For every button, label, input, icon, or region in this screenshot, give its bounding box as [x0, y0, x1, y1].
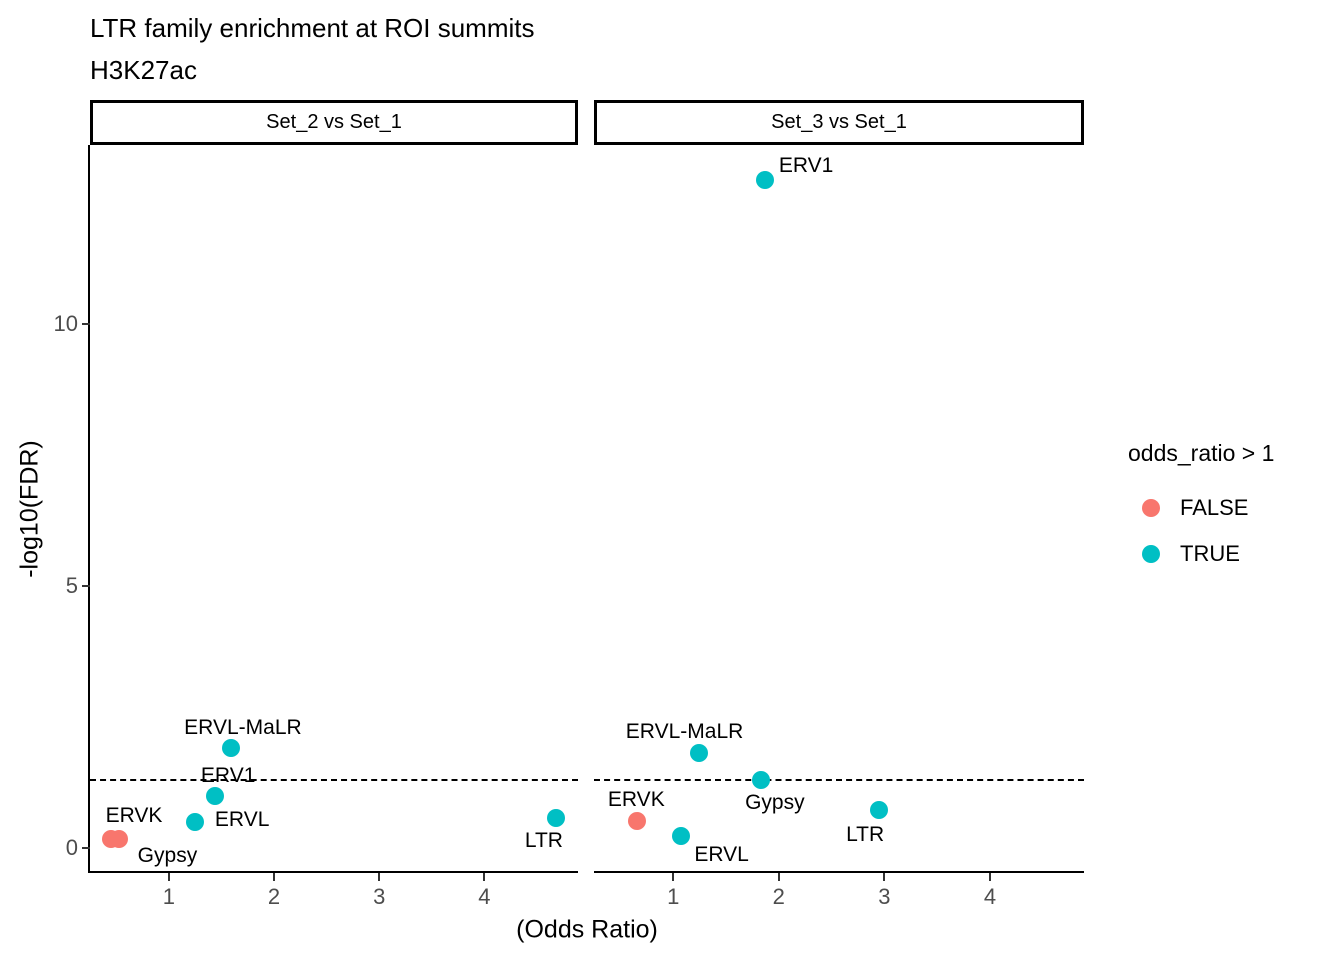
plot-subtitle: H3K27ac: [90, 55, 197, 85]
legend-item-label: FALSE: [1180, 495, 1249, 520]
facet-strip: Set_3 vs Set_1: [594, 100, 1084, 145]
x-tick-label: 1: [667, 884, 680, 909]
data-point: [206, 787, 225, 806]
facet-strip: Set_2 vs Set_1: [90, 100, 578, 145]
data-point: [689, 744, 708, 763]
x-tick-label: 2: [267, 884, 281, 909]
x-tick: [378, 873, 381, 881]
x-tick-label: 4: [478, 884, 491, 909]
data-point-label: ERVL-MaLR: [184, 715, 302, 739]
facet-strip-label: Set_3 vs Set_1: [771, 111, 907, 133]
data-point: [870, 800, 889, 819]
data-point-label: Gypsy: [745, 790, 805, 814]
facet-strip-label: Set_2 vs Set_1: [266, 111, 402, 133]
x-tick: [989, 873, 991, 881]
y-tick: [82, 323, 90, 326]
data-point-label: ERV1: [200, 764, 256, 788]
y-tick-label: 10: [53, 311, 78, 337]
data-point: [756, 171, 775, 190]
y-tick: [82, 585, 90, 588]
data-point-label: ERVK: [105, 804, 163, 828]
significance-threshold-line: [90, 778, 578, 781]
x-tick-label: 2: [772, 884, 785, 909]
x-axis-line: [90, 871, 578, 873]
legend-title: odds_ratio > 1: [1128, 440, 1275, 466]
x-tick: [167, 873, 170, 881]
x-tick-label: 3: [878, 884, 891, 909]
x-tick-label: 1: [162, 884, 175, 909]
legend-swatch-icon: [1142, 545, 1160, 563]
data-point-label: ERVK: [607, 787, 665, 811]
x-tick: [672, 873, 675, 881]
x-tick: [273, 873, 276, 881]
data-point-label: LTR: [524, 829, 563, 853]
data-point: [671, 826, 690, 845]
data-point: [221, 738, 240, 757]
x-tick: [777, 873, 780, 881]
y-tick: [82, 846, 90, 849]
legend: odds_ratio > 1 FALSE TRUE: [1120, 440, 1344, 577]
x-tick: [483, 873, 486, 881]
data-point-label: LTR: [846, 822, 885, 846]
legend-items: FALSE TRUE: [1120, 485, 1344, 577]
data-point-label: ERV1: [778, 154, 834, 178]
x-axis-title: (Odds Ratio): [516, 915, 658, 944]
data-point: [186, 812, 205, 831]
legend-item: TRUE: [1120, 531, 1344, 577]
x-tick-label: 3: [373, 884, 386, 909]
data-point: [751, 770, 770, 789]
data-point-label: Gypsy: [137, 844, 198, 868]
data-point: [628, 811, 647, 830]
data-point-label: ERVL-MaLR: [625, 720, 744, 744]
legend-item-label: TRUE: [1180, 541, 1240, 566]
y-tick-label: 5: [65, 573, 78, 599]
x-tick: [883, 873, 886, 881]
y-axis-line: [88, 145, 90, 873]
y-tick-label: 0: [65, 834, 78, 860]
legend-swatch-icon: [1142, 499, 1160, 517]
significance-threshold-line: [594, 778, 1084, 781]
plot-title: LTR family enrichment at ROI summits: [90, 13, 535, 43]
data-point-label: ERVL: [694, 842, 749, 866]
data-point: [546, 809, 565, 828]
x-tick-label: 4: [983, 884, 997, 909]
x-axis-line: [594, 871, 1084, 873]
legend-item: FALSE: [1120, 485, 1344, 531]
data-point: [110, 830, 129, 849]
data-point-label: ERVL: [214, 807, 270, 831]
